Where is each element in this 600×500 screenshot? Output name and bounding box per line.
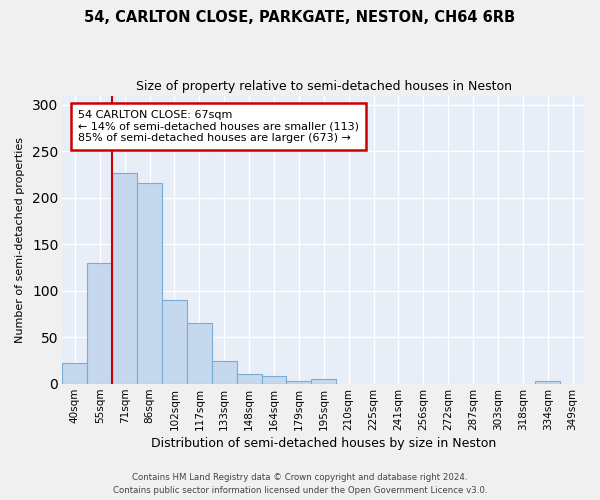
Bar <box>286 381 311 384</box>
Bar <box>262 376 286 384</box>
Text: 54, CARLTON CLOSE, PARKGATE, NESTON, CH64 6RB: 54, CARLTON CLOSE, PARKGATE, NESTON, CH6… <box>85 10 515 25</box>
Bar <box>187 324 212 384</box>
Bar <box>236 374 262 384</box>
Title: Size of property relative to semi-detached houses in Neston: Size of property relative to semi-detach… <box>136 80 512 93</box>
Bar <box>137 183 162 384</box>
Bar <box>88 263 112 384</box>
Text: Contains HM Land Registry data © Crown copyright and database right 2024.
Contai: Contains HM Land Registry data © Crown c… <box>113 474 487 495</box>
Bar <box>62 364 88 384</box>
Bar <box>535 381 560 384</box>
Bar <box>311 379 336 384</box>
Bar <box>112 172 137 384</box>
Y-axis label: Number of semi-detached properties: Number of semi-detached properties <box>15 136 25 342</box>
Bar <box>162 300 187 384</box>
Bar <box>212 360 236 384</box>
X-axis label: Distribution of semi-detached houses by size in Neston: Distribution of semi-detached houses by … <box>151 437 496 450</box>
Text: 54 CARLTON CLOSE: 67sqm
← 14% of semi-detached houses are smaller (113)
85% of s: 54 CARLTON CLOSE: 67sqm ← 14% of semi-de… <box>78 110 359 143</box>
